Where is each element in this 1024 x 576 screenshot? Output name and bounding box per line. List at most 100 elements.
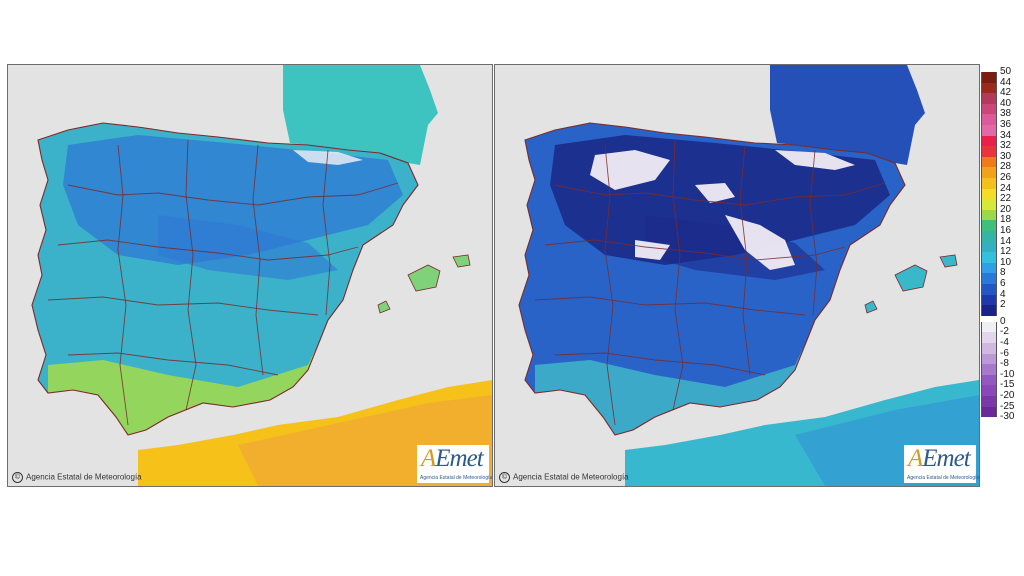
legend-swatch <box>981 135 997 147</box>
legend-label: 6 <box>1000 278 1006 289</box>
balearic-island <box>377 300 391 314</box>
legend-swatch <box>981 82 997 94</box>
legend-swatch <box>981 146 997 157</box>
province-border <box>672 139 684 411</box>
legend-swatch <box>981 72 997 83</box>
province-border <box>809 149 818 316</box>
legend-label: 44 <box>1000 76 1012 88</box>
province-border <box>57 239 359 261</box>
aemet-logo: AEmet Agencia Estatal de Meteorología <box>417 445 493 483</box>
legend-label: 20 <box>1000 203 1012 215</box>
legend-label: -10 <box>1000 368 1015 380</box>
legend-swatch <box>981 332 997 343</box>
legend-label: -15 <box>1000 379 1015 391</box>
legend-swatch <box>981 321 997 333</box>
legend-swatch <box>981 220 997 231</box>
frost-area <box>695 183 735 203</box>
logo-subtitle: Agencia Estatal de Meteorología <box>420 475 493 481</box>
map-panel-max-temperature: © Agencia Estatal de Meteorología AEmet A… <box>7 64 493 487</box>
legend-swatch <box>981 199 997 210</box>
legend-swatch <box>981 305 997 316</box>
legend-label: 26 <box>1000 172 1012 183</box>
province-border <box>252 144 264 376</box>
legend-swatch <box>981 188 997 200</box>
legend-label: -6 <box>1000 347 1009 359</box>
credit-text: © Agencia Estatal de Meteorología <box>12 472 142 483</box>
legend-label: 4 <box>1000 288 1006 300</box>
legend-label: 38 <box>1000 108 1012 120</box>
legend-swatch <box>981 167 997 178</box>
legend-swatch <box>981 406 997 418</box>
snow-area <box>293 150 363 165</box>
legend-swatch <box>981 156 997 168</box>
frost-area <box>725 215 795 270</box>
aemet-logo: AEmet Agencia Estatal de Meteorología <box>904 445 980 483</box>
credit-label: Agencia Estatal de Meteorología <box>513 472 629 482</box>
logo-prefix: A <box>421 445 436 472</box>
legend-swatch <box>981 231 997 242</box>
france-region <box>770 65 925 165</box>
legend-swatch <box>981 209 997 221</box>
province-border <box>534 296 806 316</box>
legend-label: -2 <box>1000 326 1009 338</box>
credit-label: Agencia Estatal de Meteorología <box>26 472 142 482</box>
province-border <box>739 144 751 376</box>
southern-warm-zone <box>48 340 320 435</box>
legend-label: 50 <box>1000 66 1012 77</box>
legend-label: 34 <box>1000 129 1012 141</box>
legend-swatch <box>981 343 997 354</box>
legend-swatch <box>981 103 997 115</box>
legend-label: 24 <box>1000 182 1012 194</box>
legend-label: -4 <box>1000 337 1009 348</box>
legend-label: 40 <box>1000 97 1012 109</box>
province-border <box>322 149 331 316</box>
legend-label: 30 <box>1000 150 1012 162</box>
province-border <box>554 182 886 206</box>
legend-swatch <box>981 294 997 306</box>
legend-swatch <box>981 262 997 274</box>
frost-area <box>590 150 670 190</box>
map-right-graphic <box>495 65 979 486</box>
balearic-island <box>407 264 441 292</box>
temperature-legend: 50 44 42 40 38 36 34 32 30 28 26 24 22 20 18 16 14 12 10 8 6… <box>981 67 1014 484</box>
balearic-island <box>894 264 928 292</box>
copyright-icon: © <box>499 472 510 483</box>
legend-swatch <box>981 93 997 104</box>
province-border <box>185 139 197 411</box>
legend-label: 18 <box>1000 214 1012 226</box>
legend-label: 16 <box>1000 225 1012 236</box>
legend-label: 2 <box>1000 299 1006 311</box>
legend-label: -25 <box>1000 400 1015 412</box>
legend-label: 22 <box>1000 193 1012 205</box>
legend-label: 42 <box>1000 87 1012 99</box>
logo-main-text: Emet <box>922 445 970 472</box>
frost-area <box>635 240 670 260</box>
southern-warm-zone <box>535 340 807 435</box>
coastline <box>518 122 906 436</box>
map-left-graphic <box>8 65 492 486</box>
legend-swatch <box>981 364 997 375</box>
legend-label: 32 <box>1000 140 1012 152</box>
legend-swatch <box>981 125 997 136</box>
central-cold-zone <box>158 215 338 280</box>
legend-label: 8 <box>1000 267 1006 279</box>
legend-label: 14 <box>1000 235 1012 247</box>
legend-label: 12 <box>1000 246 1012 258</box>
legend-label: 36 <box>1000 119 1012 130</box>
legend-swatch <box>981 178 997 189</box>
legend-swatch <box>981 385 997 396</box>
copyright-icon: © <box>12 472 23 483</box>
coastline <box>31 122 419 436</box>
legend-swatch <box>981 353 997 365</box>
legend-swatch <box>981 374 997 386</box>
legend-swatch <box>981 114 997 125</box>
legend-swatch <box>981 284 997 295</box>
province-border <box>604 144 616 426</box>
logo-subtitle: Agencia Estatal de Meteorología <box>907 475 980 481</box>
province-border <box>67 352 279 376</box>
logo-prefix: A <box>908 445 923 472</box>
frost-area <box>775 150 855 170</box>
balearic-island <box>939 254 958 268</box>
legend-label: 28 <box>1000 161 1012 173</box>
legend-swatch <box>981 396 997 407</box>
